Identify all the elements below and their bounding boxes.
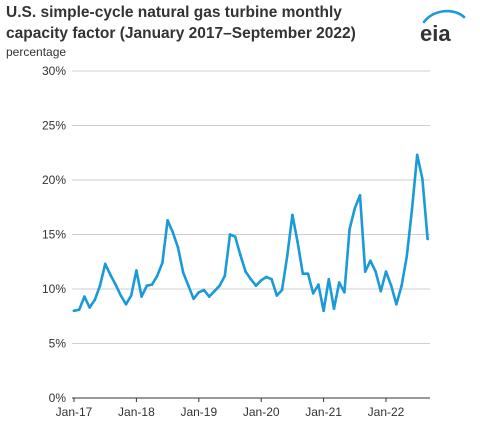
data-point	[187, 284, 190, 288]
y-tick-label: 15%	[42, 228, 66, 242]
data-point	[145, 284, 149, 288]
x-tick-label: Jan-18	[118, 405, 155, 419]
data-point	[259, 279, 263, 282]
data-point	[171, 231, 175, 234]
data-point	[301, 272, 305, 276]
data-point	[93, 298, 97, 302]
data-point	[249, 277, 253, 281]
x-tick-label: Jan-19	[180, 405, 217, 419]
data-point	[135, 269, 138, 272]
data-point	[415, 153, 419, 157]
data-point	[311, 292, 315, 295]
eia-logo-swoosh	[422, 9, 466, 24]
data-point	[353, 207, 357, 210]
data-point	[166, 219, 169, 222]
data-point	[98, 284, 102, 288]
data-point	[332, 307, 336, 310]
data-point	[228, 233, 232, 236]
y-tick-label: 25%	[42, 119, 66, 133]
data-point	[72, 309, 76, 313]
data-point	[389, 284, 393, 288]
data-point	[114, 283, 117, 286]
data-point	[103, 262, 107, 266]
y-axis-unit-label: percentage	[6, 45, 67, 59]
data-point	[265, 275, 268, 279]
series	[72, 153, 429, 313]
data-point	[88, 306, 91, 309]
data-point	[374, 270, 377, 273]
x-tick-label: Jan-21	[305, 405, 342, 419]
data-point	[348, 227, 351, 231]
data-point	[296, 240, 299, 244]
data-point	[275, 294, 279, 297]
y-tick-label: 10%	[42, 282, 66, 296]
data-point	[202, 288, 206, 292]
y-axis-ticks: 0% 5% 10% 15% 20% 25% 30%	[42, 64, 66, 405]
data-point	[337, 281, 341, 284]
data-point	[119, 294, 123, 297]
data-point	[426, 237, 429, 241]
data-point	[150, 283, 154, 286]
data-point	[306, 272, 310, 276]
y-tick-label: 0%	[49, 391, 67, 405]
data-point	[270, 277, 273, 281]
data-point	[83, 295, 86, 298]
data-point	[124, 303, 128, 306]
chart-title: U.S. simple-cycle natural gas turbine mo…	[6, 4, 356, 42]
data-point	[358, 194, 362, 197]
data-point	[140, 295, 143, 298]
data-point	[218, 284, 221, 288]
data-point	[213, 289, 216, 293]
data-point	[379, 289, 383, 293]
data-point	[410, 208, 414, 211]
data-point	[254, 284, 258, 288]
data-point	[197, 291, 201, 294]
data-point	[363, 270, 367, 273]
data-point	[181, 271, 185, 274]
data-point	[421, 177, 424, 181]
data-point	[343, 291, 346, 294]
data-point	[207, 295, 211, 298]
data-point	[317, 283, 320, 286]
data-point	[223, 274, 227, 278]
y-tick-label: 20%	[42, 173, 66, 187]
data-point	[129, 294, 133, 297]
data-point	[176, 246, 180, 249]
x-tick-label: Jan-22	[368, 405, 405, 419]
y-tick-label: 30%	[42, 64, 66, 78]
eia-logo-text: eia	[420, 21, 451, 46]
data-point	[400, 284, 403, 288]
data-point	[327, 277, 331, 281]
eia-logo: eia	[420, 9, 466, 46]
data-point	[233, 235, 237, 238]
x-tick-label: Jan-20	[243, 405, 280, 419]
data-point	[291, 213, 294, 217]
data-point	[395, 303, 398, 306]
data-point	[192, 297, 195, 301]
data-point	[405, 254, 409, 258]
data-point	[161, 261, 164, 265]
data-point	[239, 253, 242, 257]
data-point	[369, 259, 372, 263]
data-point	[244, 270, 247, 273]
y-tick-label: 5%	[49, 337, 67, 351]
data-point	[155, 274, 159, 278]
data-point	[285, 254, 289, 258]
data-point	[322, 309, 325, 313]
x-axis-ticks: Jan-17 Jan-18 Jan-19 Jan-20 Jan-21 Jan-22	[56, 398, 405, 419]
data-point	[384, 270, 388, 273]
data-point	[77, 308, 81, 312]
data-point	[109, 273, 112, 277]
x-tick-label: Jan-17	[56, 405, 93, 419]
data-point	[280, 288, 284, 292]
series-line-capacity-factor	[72, 153, 429, 313]
